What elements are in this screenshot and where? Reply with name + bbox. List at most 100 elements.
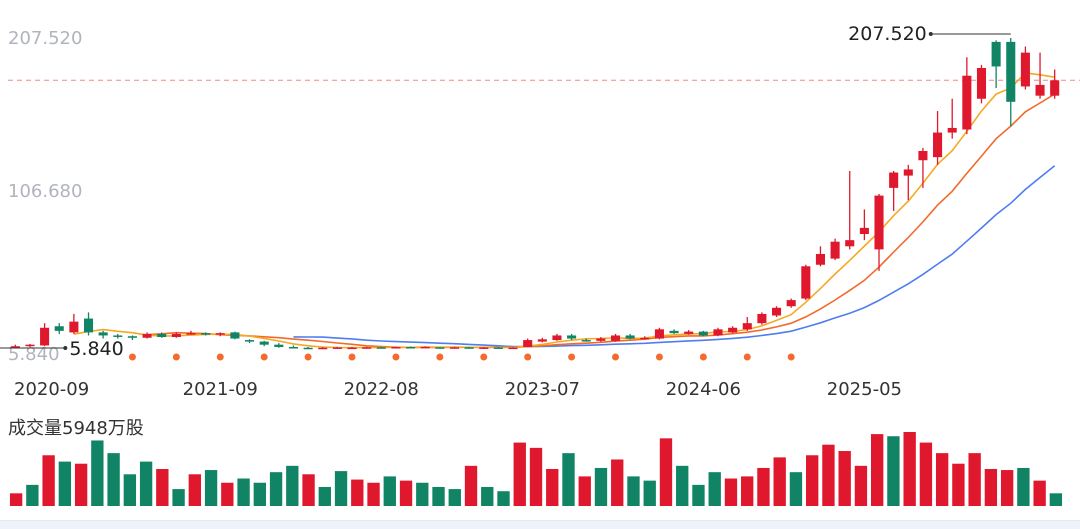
- event-dot: [128, 353, 136, 361]
- candle-body: [435, 347, 445, 349]
- volume-bar: [26, 484, 39, 506]
- candle-body: [772, 307, 782, 316]
- volume-bar: [1000, 470, 1014, 506]
- volume-bar: [643, 480, 656, 506]
- ma10-line: [147, 93, 1056, 349]
- candle-body: [757, 313, 767, 324]
- candle-body: [581, 340, 591, 342]
- candle-body: [332, 347, 342, 349]
- candle-body: [830, 241, 840, 259]
- volume-bar: [302, 474, 315, 506]
- volume-bar: [513, 442, 526, 506]
- price-axis-mid: 106.680: [8, 181, 82, 202]
- candle-body: [347, 347, 357, 350]
- volume-bar: [562, 453, 575, 506]
- candle-body: [669, 330, 679, 334]
- event-dot: [787, 353, 795, 361]
- candle-body: [537, 339, 547, 342]
- event-dot: [699, 353, 707, 361]
- volume-bar: [1049, 493, 1063, 506]
- candle-body: [69, 321, 79, 333]
- volume-bar: [708, 472, 721, 506]
- candle-body: [230, 332, 240, 339]
- candle-body: [947, 127, 957, 133]
- candle-body: [186, 333, 196, 335]
- candle-body: [508, 347, 518, 350]
- candle-body: [215, 333, 225, 335]
- volume-bar: [984, 469, 998, 506]
- volume-bar: [334, 471, 348, 506]
- candle-body: [859, 227, 869, 235]
- candle-body: [98, 332, 108, 336]
- candle-body: [259, 341, 269, 345]
- volume-bar: [789, 472, 803, 506]
- candle-body: [742, 323, 752, 330]
- candle-body: [567, 335, 577, 339]
- low-marker-dot: [63, 346, 68, 351]
- volume-bar: [692, 484, 705, 506]
- volume-bar: [351, 479, 364, 506]
- volume-bar: [659, 438, 673, 506]
- candle-body: [889, 172, 899, 188]
- candle-body: [113, 335, 123, 337]
- volume-bar: [822, 444, 835, 506]
- candle-body: [1050, 80, 1060, 96]
- candle-body: [245, 340, 255, 342]
- volume-bar: [838, 451, 851, 506]
- candle-body: [449, 347, 460, 349]
- candle-body: [1006, 41, 1016, 102]
- ma20-line: [293, 165, 1056, 348]
- candle-body: [874, 195, 884, 250]
- bottom-toolbar: [0, 520, 1080, 529]
- volume-bar: [91, 440, 104, 506]
- candle-body: [640, 337, 650, 340]
- candle-body: [1035, 84, 1045, 96]
- volume-bar: [724, 478, 738, 506]
- volume-bar: [367, 482, 380, 506]
- candle-body: [962, 75, 972, 130]
- volume-bar: [578, 476, 591, 506]
- event-dot: [612, 353, 620, 361]
- candle-body: [713, 329, 723, 336]
- volume-bar: [253, 482, 266, 506]
- volume-bar: [123, 474, 137, 506]
- candle-body: [801, 266, 811, 299]
- volume-bar: [919, 442, 933, 506]
- event-dot: [392, 353, 400, 361]
- candle-body: [83, 318, 94, 333]
- volume-bar: [269, 472, 283, 506]
- volume-bar: [611, 459, 624, 506]
- candle-body: [903, 169, 913, 176]
- event-dot: [216, 353, 224, 361]
- candle-body: [654, 329, 664, 339]
- volume-bar: [416, 482, 429, 506]
- volume-bar: [952, 463, 965, 506]
- event-dot: [480, 353, 488, 361]
- event-dot: [524, 353, 532, 361]
- volume-bar: [448, 489, 461, 506]
- volume-bar: [9, 493, 23, 506]
- candle-body: [786, 300, 796, 307]
- volume-bar: [870, 434, 884, 506]
- volume-bar: [676, 465, 689, 506]
- candle-body: [728, 327, 738, 333]
- candle-body: [479, 347, 489, 349]
- candle-body: [523, 340, 533, 347]
- volume-bar: [757, 467, 770, 506]
- volume-bar: [627, 476, 640, 506]
- volume-bar: [172, 489, 185, 506]
- event-dot: [655, 353, 663, 361]
- candle-body: [610, 335, 621, 341]
- high-marker-label: 207.520: [848, 23, 927, 45]
- volume-bar: [854, 465, 868, 506]
- volume-bar: [237, 478, 250, 506]
- candle-body: [815, 253, 825, 265]
- candle-body: [318, 347, 328, 350]
- candle-body: [684, 331, 694, 334]
- volume-bar: [903, 432, 916, 506]
- candle-body: [406, 346, 416, 349]
- volume-bar: [399, 480, 413, 506]
- volume-bar: [497, 491, 510, 506]
- volume-bar: [546, 469, 559, 506]
